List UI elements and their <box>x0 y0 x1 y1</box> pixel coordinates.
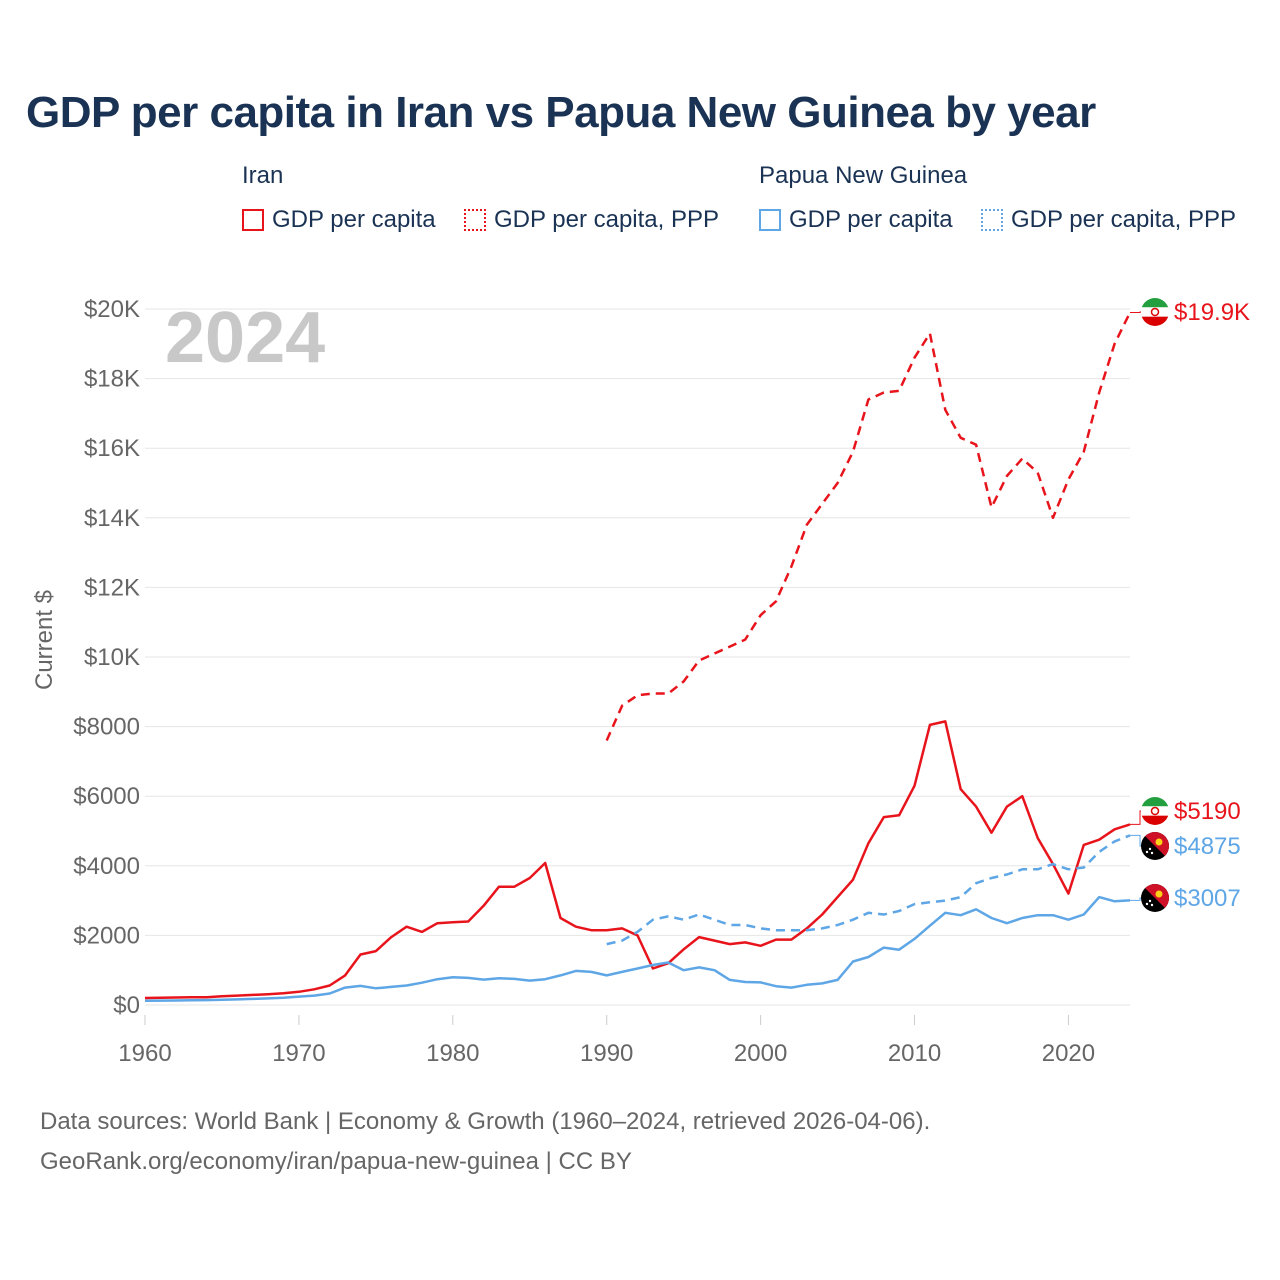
papua-new-guinea-flag-icon <box>1141 832 1169 860</box>
series-line <box>605 311 1132 742</box>
footer-sources: Data sources: World Bank | Economy & Gro… <box>40 1108 931 1135</box>
iran-flag-icon <box>1141 797 1169 825</box>
x-tick-label: 1960 <box>118 1040 171 1067</box>
legend-item-png-gdp[interactable]: GDP per capita <box>759 204 953 236</box>
end-labels: $19.9K $5190 $4875 $3007 <box>1130 298 1250 912</box>
end-label-connector <box>1130 810 1142 825</box>
series-line <box>144 895 1131 1003</box>
series-line <box>144 720 1131 1000</box>
end-value-label: $3007 <box>1174 885 1241 912</box>
legend-group-papua-new-guinea: Papua New Guinea <box>759 162 968 189</box>
legend-item-iran-gdp-ppp[interactable]: GDP per capita, PPP <box>464 204 719 236</box>
grid-lines <box>145 308 1130 1006</box>
legend-item-iran-gdp[interactable]: GDP per capita <box>242 204 436 236</box>
legend-label-iran-gdp-ppp: GDP per capita, PPP <box>494 206 719 233</box>
legend-swatch-iran-gdp-ppp <box>464 209 486 231</box>
y-tick-label: $8000 <box>73 714 140 741</box>
series-lines <box>144 311 1132 1003</box>
legend-swatch-png-gdp <box>759 209 781 231</box>
y-tick-label: $6000 <box>73 783 140 810</box>
end-label-connector <box>1130 897 1142 901</box>
y-tick-label: $2000 <box>73 922 140 949</box>
papua-new-guinea-flag-icon <box>1141 884 1169 912</box>
end-value-label: $19.9K <box>1174 299 1250 326</box>
footer-attribution[interactable]: GeoRank.org/economy/iran/papua-new-guine… <box>40 1148 632 1175</box>
end-label-connector <box>1130 834 1142 847</box>
y-tick-label: $10K <box>84 644 140 671</box>
y-tick-label: $12K <box>84 574 140 601</box>
y-tick-label: $18K <box>84 366 140 393</box>
x-tick-label: 1980 <box>426 1040 479 1067</box>
legend-label-iran-gdp: GDP per capita <box>272 206 436 233</box>
y-tick-label: $0 <box>113 992 140 1019</box>
legend-label-png-gdp: GDP per capita <box>789 206 953 233</box>
end-value-label: $5190 <box>1174 798 1241 825</box>
year-watermark: 2024 <box>165 298 325 378</box>
x-tick-label: 2000 <box>734 1040 787 1067</box>
legend-swatch-png-gdp-ppp <box>981 209 1003 231</box>
legend-label-png-gdp-ppp: GDP per capita, PPP <box>1011 206 1236 233</box>
end-value-label: $4875 <box>1174 833 1241 860</box>
legend-swatch-iran-gdp <box>242 209 264 231</box>
x-tick-label: 2010 <box>888 1040 941 1067</box>
series-line <box>606 834 1131 946</box>
iran-flag-icon <box>1141 298 1169 326</box>
y-axis-label: Current $ <box>31 590 58 690</box>
x-tick-label: 2020 <box>1042 1040 1095 1067</box>
chart-title: GDP per capita in Iran vs Papua New Guin… <box>26 88 1096 137</box>
y-tick-label: $4000 <box>73 853 140 880</box>
x-tick-label: 1990 <box>580 1040 633 1067</box>
legend-group-iran: Iran <box>242 162 284 189</box>
axis-ticks: $0 $2000 $4000 $6000 $8000 $10K $12K $14K $16K $1… <box>73 296 1095 1067</box>
x-tick-label: 1970 <box>272 1040 325 1067</box>
y-tick-label: $16K <box>84 435 140 462</box>
y-tick-label: $20K <box>84 296 140 323</box>
y-tick-label: $14K <box>84 505 140 532</box>
legend-item-png-gdp-ppp[interactable]: GDP per capita, PPP <box>981 204 1236 236</box>
